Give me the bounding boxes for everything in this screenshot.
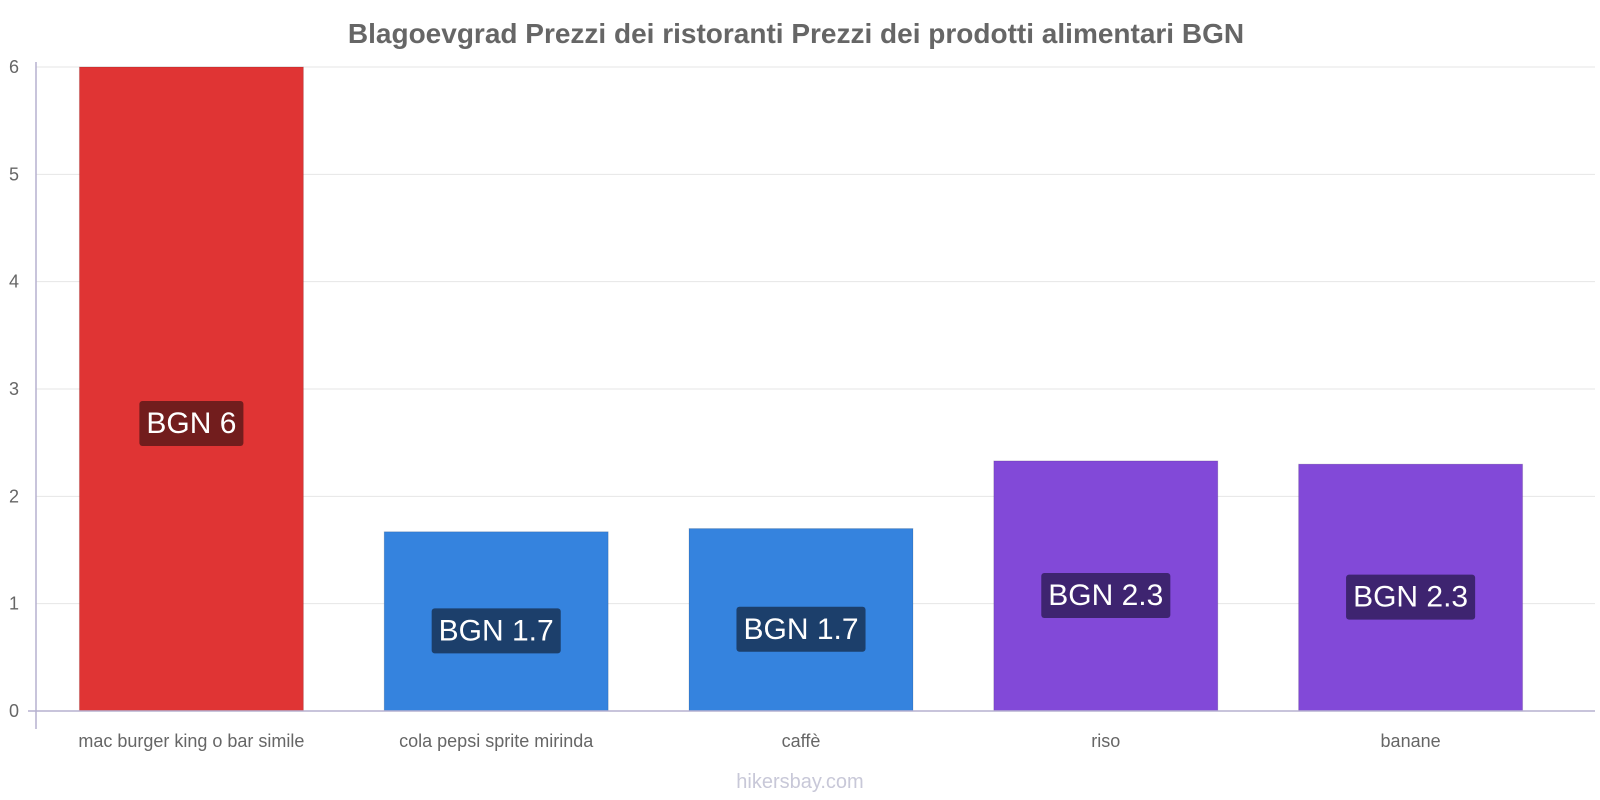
x-tick-label: cola pepsi sprite mirinda <box>399 731 594 751</box>
value-label-text: BGN 6 <box>146 407 236 440</box>
y-tick-label: 1 <box>9 594 19 614</box>
y-tick-label: 3 <box>9 379 19 399</box>
x-tick-label: caffè <box>782 731 821 751</box>
value-label-background <box>1041 572 1171 618</box>
x-tick-label: riso <box>1091 731 1120 751</box>
value-label-text: BGN 1.7 <box>439 614 554 647</box>
y-tick-label: 5 <box>9 164 19 184</box>
value-label-text: BGN 2.3 <box>1353 581 1468 614</box>
chart-title: Blagoevgrad Prezzi dei ristoranti Prezzi… <box>348 18 1244 49</box>
y-tick-label: 4 <box>9 272 19 292</box>
value-label: BGN 6 <box>139 401 244 446</box>
value-label: BGN 2.3 <box>1041 572 1171 618</box>
value-label: BGN 2.3 <box>1346 574 1476 620</box>
value-label-background <box>1346 574 1476 620</box>
watermark: hikersbay.com <box>736 771 863 793</box>
value-label-background <box>431 608 561 654</box>
x-axis-labels: mac burger king o bar simile cola pepsi s… <box>78 731 1440 751</box>
y-tick-label: 6 <box>9 57 19 77</box>
bar <box>78 66 304 712</box>
x-tick-label: mac burger king o bar simile <box>78 731 304 751</box>
value-label-background <box>736 606 866 652</box>
value-labels: BGN 6 BGN 1.7 BGN 1.7 BGN 2.3 BGN 2.3 <box>139 401 1476 654</box>
y-tick-label: 0 <box>9 701 19 721</box>
axes <box>28 62 1595 729</box>
y-tick-label: 2 <box>9 486 19 506</box>
value-label: BGN 1.7 <box>736 606 866 652</box>
y-axis-ticks: 0 1 2 3 4 5 6 <box>9 57 19 721</box>
x-tick-label: banane <box>1381 731 1441 751</box>
value-label: BGN 1.7 <box>431 608 561 654</box>
bars <box>78 66 1524 712</box>
value-label-text: BGN 2.3 <box>1048 579 1163 612</box>
value-label-text: BGN 1.7 <box>743 613 858 646</box>
value-label-background <box>139 401 244 446</box>
